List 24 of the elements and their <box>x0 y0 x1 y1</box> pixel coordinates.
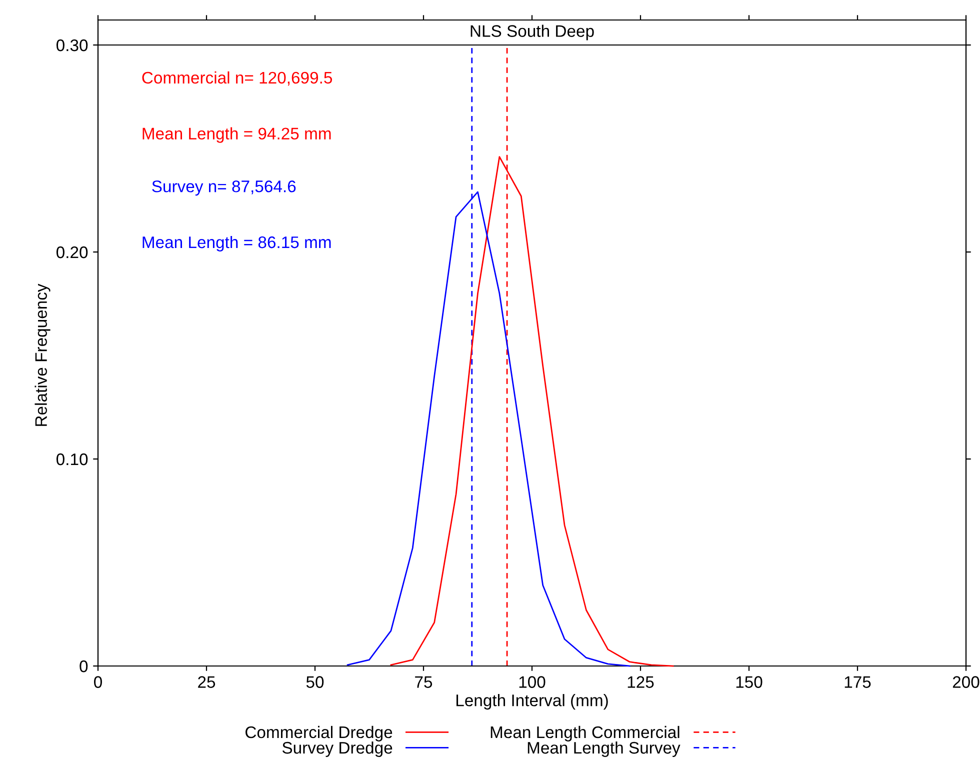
y-tick-label: 0.10 <box>56 453 88 466</box>
legend-label: Commercial Dredge <box>246 726 392 742</box>
chart-title: NLS South Deep <box>470 24 594 40</box>
y-tick-label: 0.30 <box>56 39 88 52</box>
annotation: Mean Length = 94.25 mm <box>142 127 331 143</box>
y-tick-label: 0.20 <box>56 246 88 258</box>
y-axis-title: Relative Frequency <box>34 284 50 426</box>
x-axis-title: Length Interval (mm) <box>456 694 608 710</box>
annotation: Survey n= 87,564.6 <box>152 180 296 196</box>
x-tick-label: 100 <box>519 676 546 688</box>
x-tick-label: 175 <box>844 676 871 688</box>
x-tick-label: 200 <box>952 676 980 688</box>
x-tick-label: 150 <box>736 676 762 688</box>
legend-label: Survey Dredge <box>282 741 392 757</box>
x-tick-label: 50 <box>306 676 324 688</box>
x-tick-label: 75 <box>415 676 432 688</box>
annotation: Mean Length = 86.15 mm <box>142 236 331 252</box>
x-tick-label: 125 <box>628 676 654 688</box>
x-tick-label: 0 <box>94 676 102 688</box>
legend-label: Mean Length Survey <box>528 741 680 757</box>
y-tick-label: 0 <box>80 660 88 672</box>
x-tick-label: 25 <box>198 676 216 688</box>
legend-label: Mean Length Commercial <box>490 726 680 742</box>
annotation: Commercial n= 120,699.5 <box>142 71 332 86</box>
